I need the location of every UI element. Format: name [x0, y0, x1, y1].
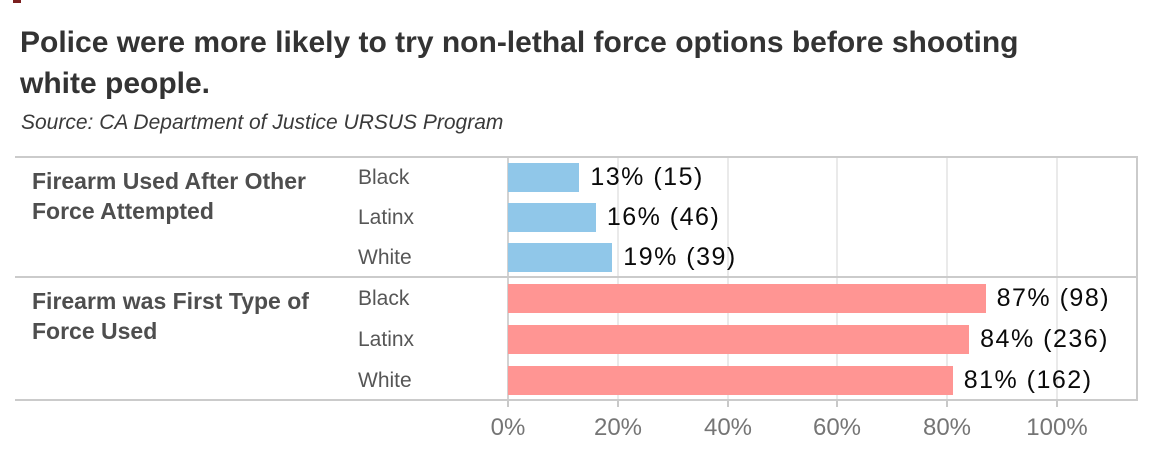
- gridline-20pct: [617, 158, 619, 399]
- axis-label-40: 40%: [703, 414, 753, 441]
- group1-label-line1: Firearm Used After Other: [32, 168, 306, 194]
- bar-row-group2-latinx: Latinx 84% (236): [358, 320, 1137, 359]
- top-edge-artifact: [13, 0, 21, 3]
- group-label-firearm-first: Firearm was First Type of Force Used: [32, 286, 332, 346]
- chart-title: Police were more likely to try non-letha…: [20, 22, 1130, 104]
- group-divider-line: [15, 276, 1138, 278]
- bar-row-group2-white: White 81% (162): [358, 361, 1137, 400]
- axis-label-100: 100%: [1026, 414, 1088, 441]
- gridline-40pct: [727, 158, 729, 399]
- axis-label-20: 20%: [593, 414, 643, 441]
- bar-group2-white[interactable]: [508, 366, 953, 395]
- axis-tick-0: [507, 401, 509, 407]
- value-label: 13% (15): [590, 163, 704, 191]
- gridline-60pct: [836, 158, 838, 399]
- bar-group1-black[interactable]: [508, 163, 580, 192]
- axis-label-60: 60%: [812, 414, 862, 441]
- bar-group1-latinx[interactable]: [508, 203, 596, 232]
- chart-top-border: [15, 156, 1138, 158]
- group1-label-line2: Force Attempted: [32, 198, 214, 224]
- bar-group2-black[interactable]: [508, 284, 986, 313]
- bar-group1-white[interactable]: [508, 243, 613, 272]
- value-label: 87% (98): [996, 284, 1111, 312]
- gridline-80pct: [946, 158, 948, 399]
- axis-label-80: 80%: [922, 414, 972, 441]
- gridline-0pct: [507, 158, 509, 399]
- value-label: 19% (39): [623, 243, 737, 271]
- race-label: White: [358, 245, 412, 269]
- value-label: 81% (162): [963, 366, 1093, 394]
- gridline-100pct: [1056, 158, 1058, 399]
- chart-right-border: [1136, 156, 1138, 401]
- axis-tick-100: [1056, 401, 1058, 407]
- axis-tick-80: [946, 401, 948, 407]
- race-label: Latinx: [358, 327, 415, 351]
- race-label: White: [358, 368, 412, 392]
- chart-title-line2: white people.: [20, 67, 211, 100]
- bar-row-group1-latinx: Latinx 16% (46): [358, 198, 1137, 237]
- axis-tick-20: [617, 401, 619, 407]
- axis-line: [15, 399, 1138, 401]
- group2-label-line1: Firearm was First Type of: [32, 288, 309, 314]
- group-label-other-force-attempted: Firearm Used After Other Force Attempted: [32, 166, 332, 226]
- axis-label-0: 0%: [490, 414, 526, 441]
- chart-title-line1: Police were more likely to try non-letha…: [20, 26, 1019, 59]
- group2-label-line2: Force Used: [32, 318, 158, 344]
- axis-tick-60: [836, 401, 838, 407]
- bar-row-group1-white: White 19% (39): [358, 238, 1137, 277]
- chart-source: Source: CA Department of Justice URSUS P…: [21, 111, 504, 134]
- race-label: Black: [358, 165, 410, 189]
- value-label: 16% (46): [606, 203, 721, 231]
- race-label: Latinx: [358, 205, 415, 229]
- bar-group2-latinx[interactable]: [508, 325, 970, 354]
- bar-row-group2-black: Black 87% (98): [358, 279, 1137, 318]
- bar-row-group1-black: Black 13% (15): [358, 158, 1137, 197]
- value-label: 84% (236): [980, 325, 1110, 353]
- axis-tick-40: [727, 401, 729, 407]
- race-label: Black: [358, 286, 410, 310]
